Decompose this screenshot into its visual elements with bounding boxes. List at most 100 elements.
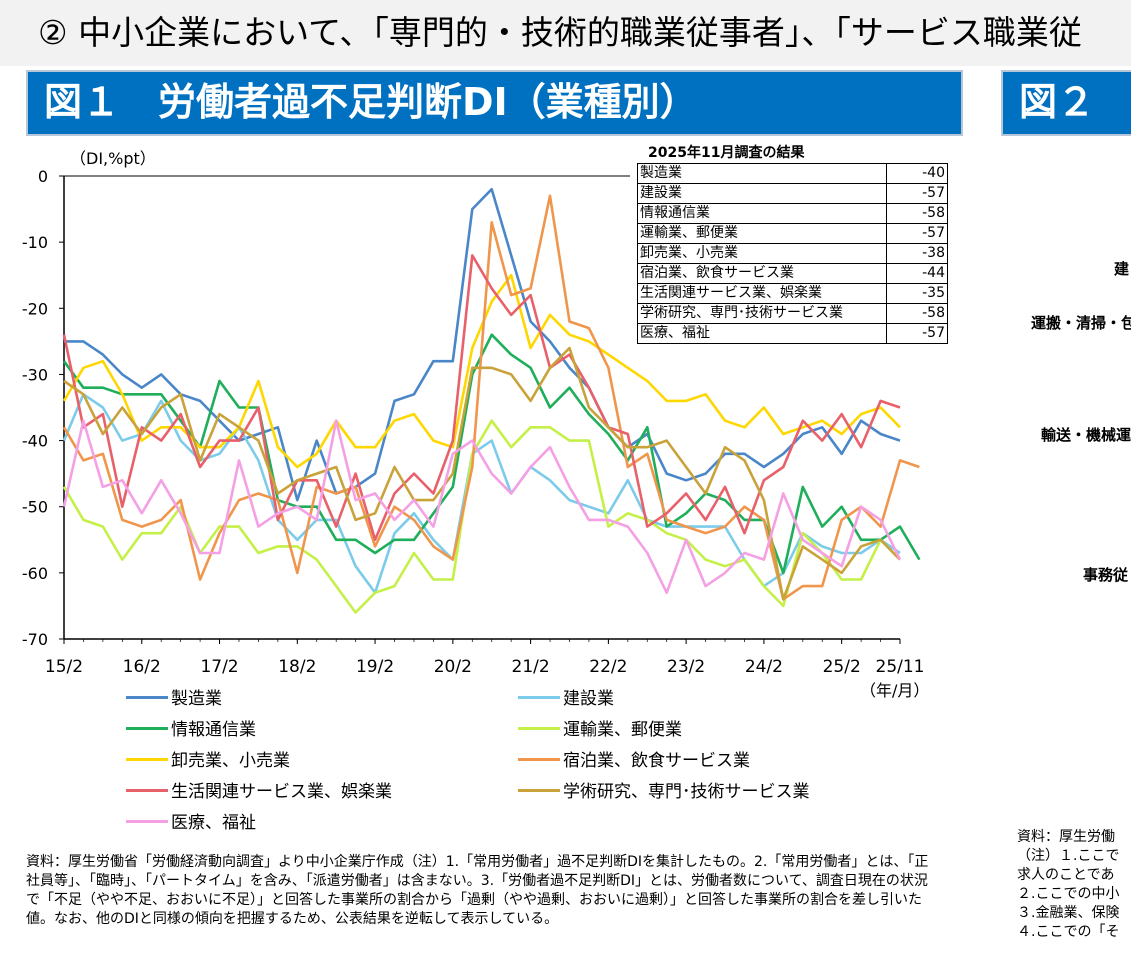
legend-swatch <box>518 788 560 792</box>
table-cell-value: -44 <box>886 263 948 284</box>
x-tick-label: 21/2 <box>512 657 550 677</box>
x-tick-label: 22/2 <box>589 657 627 677</box>
table-cell-value: -38 <box>886 243 948 264</box>
figure2-note: 資料：厚生労働 （注）１.ここで 求人のことであ ２.ここでの中小 ３.金融業、保険 ４.… <box>1017 828 1119 942</box>
table-row: 情報通信業 -58 <box>637 203 948 224</box>
figure2-title-bar: 図２ <box>1001 70 1131 136</box>
figure2-note-line: （注）１.ここで <box>1017 848 1120 864</box>
legend-label: 卸売業、小売業 <box>171 751 290 771</box>
x-tick-label: 19/2 <box>356 657 394 677</box>
table-row: 学術研究、専門･技術サービス業 -58 <box>637 303 948 324</box>
legend-swatch <box>126 757 168 761</box>
legend-swatch <box>126 819 168 823</box>
legend-item: 運輸業、郵便業 <box>518 719 682 741</box>
y-tick-label: -70 <box>22 630 48 649</box>
x-tick-label: 24/2 <box>745 657 783 677</box>
legend-swatch <box>126 695 168 699</box>
table-cell-name: 運輸業、郵便業 <box>637 223 887 244</box>
legend-item: 卸売業、小売業 <box>126 750 290 772</box>
figure2-note-line: 求人のことであ <box>1017 867 1115 883</box>
legend-item: 宿泊業、飲食サービス業 <box>518 750 750 772</box>
y-tick-label: -60 <box>22 564 48 583</box>
table-cell-name: 宿泊業、飲食サービス業 <box>637 263 887 284</box>
legend-label: 建設業 <box>563 689 614 709</box>
figure2-note-line: 資料：厚生労働 <box>1017 829 1115 845</box>
legend-swatch <box>518 695 560 699</box>
x-tick-label: 25/2 <box>823 657 861 677</box>
series-line-9 <box>62 419 902 595</box>
table-cell-name: 建設業 <box>637 183 887 204</box>
section-heading: ② 中小企業において、「専門的・技術的職業従事者」、「サービス職業従 <box>0 0 1131 66</box>
series-line-7 <box>62 254 901 542</box>
legend-item: 学術研究、専門･技術サービス業 <box>518 781 810 803</box>
legend-label: 医療、福祉 <box>171 813 256 833</box>
legend-swatch <box>126 788 168 792</box>
x-tick-label: 23/2 <box>667 657 705 677</box>
table-row: 宿泊業、飲食サービス業 -44 <box>637 263 948 284</box>
table-cell-value: -57 <box>886 223 948 244</box>
legend-swatch <box>518 757 560 761</box>
figure2-category-label: 建 <box>1114 260 1130 278</box>
legend-label: 製造業 <box>171 689 222 709</box>
x-tick-label: 17/2 <box>200 657 238 677</box>
legend-item: 製造業 <box>126 688 222 710</box>
table-cell-value: -57 <box>886 323 948 344</box>
table-cell-value: -40 <box>886 163 948 184</box>
table-cell-name: 医療、福祉 <box>637 323 887 344</box>
legend-label: 運輸業、郵便業 <box>563 720 682 740</box>
figure2-note-line: ２.ここでの中小 <box>1017 886 1120 902</box>
table-cell-name: 生活関連サービス業、娯楽業 <box>637 283 887 304</box>
table-title: 2025年11月調査の結果 <box>648 145 805 161</box>
y-tick-label: -50 <box>22 498 48 517</box>
table-row: 運輸業、郵便業 -57 <box>637 223 948 244</box>
legend-label: 情報通信業 <box>171 720 256 740</box>
figure1-title-bar: 図１ 労働者過不足判断DI（業種別） <box>26 70 963 136</box>
legend-label: 宿泊業、飲食サービス業 <box>563 751 750 771</box>
x-tick-label: 25/11 <box>876 657 925 677</box>
legend-item: 情報通信業 <box>126 719 256 741</box>
x-tick-label: 15/2 <box>45 657 83 677</box>
series-line-1 <box>64 187 901 502</box>
table-cell-value: -58 <box>886 303 948 324</box>
table-row: 製造業 -40 <box>637 163 948 184</box>
results-table: 製造業 -40 建設業 -57 情報通信業 -58 運輸業、郵便業 -57 卸売業、小売業 -38… <box>637 163 948 344</box>
table-cell-value: -57 <box>886 183 948 204</box>
y-tick-label: 0 <box>38 167 48 186</box>
x-tick-label: 16/2 <box>123 657 161 677</box>
x-axis-label: （年/月） <box>860 681 929 700</box>
y-tick-label: -20 <box>22 299 48 318</box>
line-chart: 0 -10 -20 -30 -40 -50 -60 -70 15/2 16/2 17/2 18/2 19… <box>22 149 930 700</box>
table-cell-name: 製造業 <box>637 163 887 184</box>
table-cell-name: 卸売業、小売業 <box>637 243 887 264</box>
table-cell-value: -35 <box>886 283 948 304</box>
series-line-3 <box>62 333 921 575</box>
figure2-note-line: ３.金融業、保険 <box>1017 905 1120 921</box>
y-tick-label: -30 <box>22 365 48 384</box>
table-row: 医療、福祉 -57 <box>637 323 948 344</box>
series-line-5 <box>62 273 901 469</box>
figure2-category-label: 輸送・機械運 <box>1041 426 1131 444</box>
legend-item: 医療、福祉 <box>126 812 256 834</box>
y-axis-label: （DI,%pt） <box>70 149 156 168</box>
legend-swatch <box>518 726 560 730</box>
table-cell-name: 情報通信業 <box>637 203 887 224</box>
table-row: 建設業 -57 <box>637 183 948 204</box>
source-note: 資料：厚生労働省「労働経済動向調査」より中小企業庁作成（注）1.「常用労働者」過… <box>26 854 929 927</box>
x-tick-label: 18/2 <box>278 657 316 677</box>
series-line-8 <box>63 346 901 601</box>
table-cell-value: -58 <box>886 203 948 224</box>
legend-item: 建設業 <box>518 688 614 710</box>
legend-item: 生活関連サービス業、娯楽業 <box>126 781 392 803</box>
table-row: 卸売業、小売業 -38 <box>637 243 948 264</box>
table-row: 生活関連サービス業、娯楽業 -35 <box>637 283 948 304</box>
legend-swatch <box>126 726 168 730</box>
legend-label: 学術研究、専門･技術サービス業 <box>563 782 810 802</box>
legend-label: 生活関連サービス業、娯楽業 <box>171 782 392 802</box>
y-tick-label: -10 <box>22 233 48 252</box>
y-tick-label: -40 <box>22 432 48 451</box>
figure2-category-label: 運搬・清掃・包 <box>1031 314 1131 332</box>
x-tick-label: 20/2 <box>434 657 472 677</box>
series-line-4 <box>62 419 901 614</box>
figure2-note-line: ４.ここでの「そ <box>1017 924 1120 940</box>
figure2-category-label: 事務従 <box>1083 566 1129 584</box>
